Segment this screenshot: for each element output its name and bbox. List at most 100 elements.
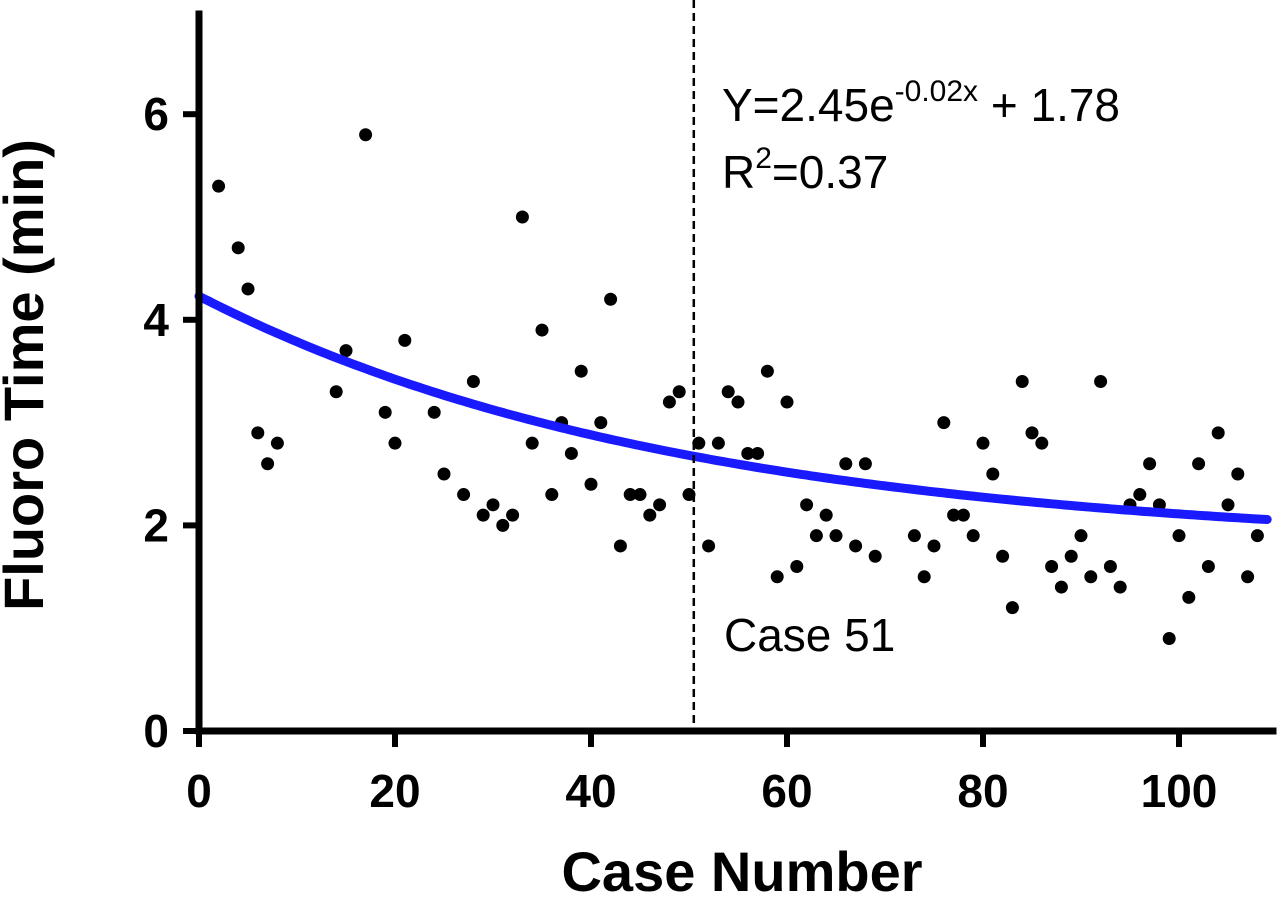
x-axis-title: Case Number xyxy=(561,840,922,903)
x-tick-label: 40 xyxy=(565,765,616,817)
data-point xyxy=(1084,570,1098,584)
data-point xyxy=(986,467,1000,481)
y-tick-label: 0 xyxy=(143,705,169,757)
data-point xyxy=(270,436,284,450)
x-tick-label: 100 xyxy=(1141,765,1218,817)
data-point xyxy=(682,488,696,502)
r2-superscript: 2 xyxy=(755,142,772,175)
data-point xyxy=(231,241,245,255)
data-point xyxy=(1172,529,1186,543)
data-point xyxy=(339,344,353,358)
data-point xyxy=(623,488,637,502)
equation-main: Y=2.45e xyxy=(722,79,895,131)
data-point xyxy=(1103,560,1117,574)
data-point xyxy=(917,570,931,584)
data-point xyxy=(496,518,510,532)
data-point xyxy=(1113,580,1127,594)
x-tick-label: 0 xyxy=(186,765,212,817)
data-points xyxy=(212,128,1264,645)
data-point xyxy=(1162,631,1176,645)
data-point xyxy=(721,385,735,399)
data-point xyxy=(584,477,598,491)
equation-exponent: -0.02x xyxy=(895,75,978,108)
x-tick-label: 60 xyxy=(761,765,812,817)
data-point xyxy=(1221,498,1235,512)
data-point xyxy=(564,446,578,460)
data-point xyxy=(731,395,745,409)
data-point xyxy=(378,405,392,419)
data-point xyxy=(506,508,520,522)
data-point xyxy=(711,436,725,450)
data-point xyxy=(927,539,941,553)
data-point xyxy=(996,549,1010,563)
data-point xyxy=(702,539,716,553)
data-point xyxy=(1201,560,1215,574)
data-point xyxy=(1192,457,1206,471)
data-point xyxy=(839,457,853,471)
data-point xyxy=(1074,529,1088,543)
x-tick-label: 80 xyxy=(957,765,1008,817)
data-point xyxy=(819,508,833,522)
data-point xyxy=(800,498,814,512)
data-point xyxy=(956,508,970,522)
data-point xyxy=(1094,374,1108,388)
data-point xyxy=(251,426,265,440)
y-tick-label: 4 xyxy=(143,294,169,346)
equation-tail: + 1.78 xyxy=(978,79,1120,131)
ticks-layer: 0 20 40 60 80 100 0 2 4 6 xyxy=(143,88,1217,817)
data-point xyxy=(398,333,412,347)
data-point xyxy=(937,416,951,430)
data-point xyxy=(486,498,500,512)
data-point xyxy=(457,488,471,502)
divider-label: Case 51 xyxy=(724,609,895,661)
data-point xyxy=(770,570,784,584)
data-point xyxy=(359,128,373,142)
data-point xyxy=(790,560,804,574)
data-point xyxy=(780,395,794,409)
data-point xyxy=(751,446,765,460)
data-point xyxy=(829,529,843,543)
data-point xyxy=(1133,488,1147,502)
data-point xyxy=(966,529,980,543)
fit-curve xyxy=(194,291,1272,524)
data-point xyxy=(858,457,872,471)
data-point xyxy=(643,508,657,522)
data-point xyxy=(212,179,226,193)
data-point xyxy=(662,395,676,409)
data-point xyxy=(1064,549,1078,563)
data-point xyxy=(809,529,823,543)
y-tick-label: 2 xyxy=(143,499,169,551)
data-point xyxy=(692,436,706,450)
data-point xyxy=(437,467,451,481)
data-point xyxy=(476,508,490,522)
data-point xyxy=(1231,467,1245,481)
data-point xyxy=(613,539,627,553)
data-point xyxy=(1182,590,1196,604)
r-squared: R2=0.37 xyxy=(722,142,888,198)
y-tick-label: 6 xyxy=(143,88,169,140)
data-point xyxy=(574,364,588,378)
data-point xyxy=(1143,457,1157,471)
data-point xyxy=(653,498,667,512)
data-point xyxy=(947,508,961,522)
data-point xyxy=(241,282,255,296)
x-tick-label: 20 xyxy=(369,765,420,817)
data-point xyxy=(388,436,402,450)
data-point xyxy=(515,210,529,224)
data-point xyxy=(545,488,559,502)
data-point xyxy=(466,374,480,388)
data-point xyxy=(261,457,275,471)
data-point xyxy=(672,385,686,399)
data-point xyxy=(1211,426,1225,440)
data-point xyxy=(1045,560,1059,574)
data-point xyxy=(868,549,882,563)
data-point xyxy=(849,539,863,553)
data-point xyxy=(535,323,549,337)
data-point xyxy=(907,529,921,543)
data-point xyxy=(741,446,755,460)
y-axis-title: Fluoro Time (min) xyxy=(0,139,55,611)
r2-value: =0.37 xyxy=(772,146,888,198)
data-point xyxy=(427,405,441,419)
data-point xyxy=(633,488,647,502)
